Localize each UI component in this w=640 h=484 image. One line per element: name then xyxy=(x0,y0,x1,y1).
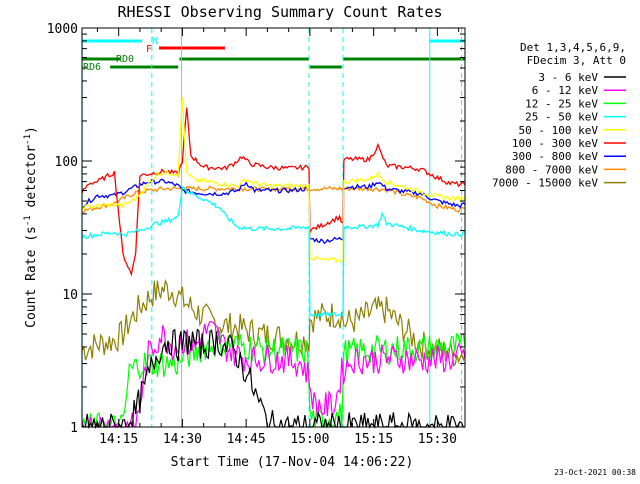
legend-label: 50 - 100 keV xyxy=(519,124,599,137)
x-tick-label: 15:15 xyxy=(354,432,393,447)
y-label-main: Count Rate (s xyxy=(24,226,39,328)
legend-header-line-2: FDecim 3, Att 0 xyxy=(527,54,626,67)
annotation-f: F xyxy=(146,44,152,55)
series-line-100-300-kev xyxy=(81,107,466,277)
y-tick-label: 1000 xyxy=(47,22,78,37)
x-tick-label: 15:00 xyxy=(290,432,329,447)
series-line-25-50-kev xyxy=(81,186,466,318)
legend-label: 800 - 7000 keV xyxy=(505,163,598,176)
y-tick-label: 100 xyxy=(55,155,78,170)
x-tick-label: 14:15 xyxy=(99,432,138,447)
annotation-rd6: RD6 xyxy=(83,62,101,73)
y-axis-label: Count Rate (s-1 detector-1) xyxy=(23,126,39,328)
y-tick-label: 10 xyxy=(62,288,78,303)
legend-label: 6 - 12 keV xyxy=(532,84,599,97)
series-lines xyxy=(81,97,466,430)
x-axis-label: Start Time (17-Nov-04 14:06:22) xyxy=(171,455,414,470)
chart-title: RHESSI Observing Summary Count Rates xyxy=(117,3,442,21)
x-tick-label: 15:30 xyxy=(418,432,457,447)
legend-label: 12 - 25 keV xyxy=(525,97,598,110)
series-line-50-100-kev xyxy=(81,97,466,263)
legend-label: 3 - 6 keV xyxy=(538,71,598,84)
series-line-6-12-kev xyxy=(81,321,466,429)
legend: Det 1,3,4,5,6,9, FDecim 3, Att 0 3 - 6 k… xyxy=(492,41,626,190)
footer-timestamp: 23-Oct-2021 00:38 xyxy=(554,468,636,477)
x-tick-label: 14:30 xyxy=(163,432,202,447)
x-tick-label: 14:45 xyxy=(227,432,266,447)
y-label-exponent-2: -1 xyxy=(23,134,33,145)
legend-label: 7000 - 15000 keV xyxy=(492,177,598,190)
flag-bars xyxy=(82,39,465,69)
y-tick-label: 1 xyxy=(70,421,78,436)
legend-label: 300 - 800 keV xyxy=(512,150,598,163)
legend-label: 100 - 300 keV xyxy=(512,137,598,150)
y-label-exponent-1: -1 xyxy=(23,215,33,226)
annotation-n: N xyxy=(152,36,158,47)
axes: 14:15 14:30 14:45 15:00 15:15 15:30 1 10 100 1000 xyxy=(47,22,465,447)
plot-frame xyxy=(81,27,466,428)
y-label-end: ) xyxy=(24,126,39,134)
legend-header-line-1: Det 1,3,4,5,6,9, xyxy=(520,41,626,54)
series-line-7000-15000-kev xyxy=(81,278,466,368)
legend-label: 25 - 50 keV xyxy=(525,111,598,124)
annotation-rd0: RD0 xyxy=(116,54,134,65)
y-label-middle: detector xyxy=(24,145,39,216)
annotations: NF RD0 RD6 xyxy=(83,36,158,73)
